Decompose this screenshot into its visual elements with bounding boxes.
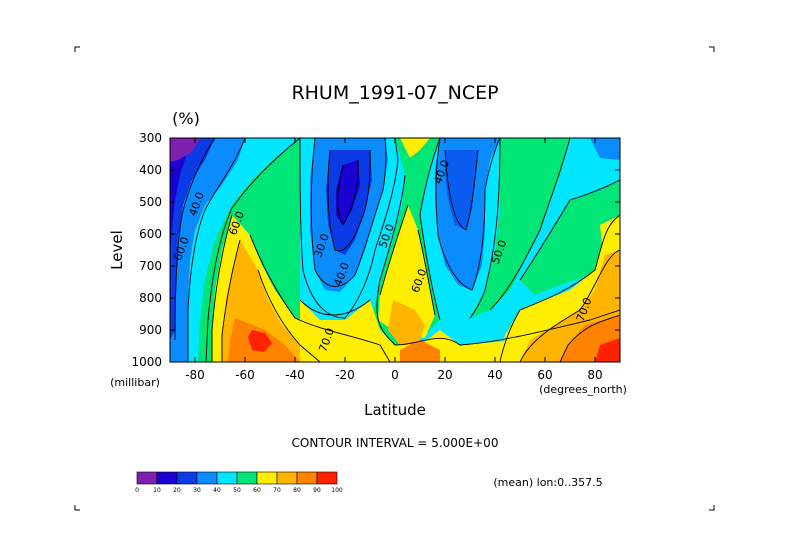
x-tick-label: 80: [587, 368, 602, 382]
colorbar-swatch: [236, 471, 258, 485]
y-axis: 300 400 500 600 700 800 900 1000: [131, 131, 620, 369]
y-tick-label: 1000: [131, 355, 162, 369]
colorbar-tick-label: 30: [193, 487, 201, 494]
y-axis-units: (millibar): [110, 376, 160, 389]
colorbar-swatch: [256, 471, 278, 485]
contour-field: [170, 138, 620, 362]
footnote-mean-lon: (mean) lon:0..357.5: [493, 476, 602, 489]
y-tick-label: 900: [139, 323, 162, 337]
colorbar-swatch: [216, 471, 238, 485]
colorbar-tick-label: 80: [293, 487, 301, 494]
chart-title: RHUM_1991-07_NCEP: [291, 82, 498, 104]
y-tick-label: 800: [139, 291, 162, 305]
y-axis-label: Level: [108, 230, 126, 270]
x-tick-label: -60: [235, 368, 255, 382]
colorbar-tick-label: 0: [135, 487, 139, 494]
x-tick-label: -20: [335, 368, 355, 382]
x-tick-label: 20: [437, 368, 452, 382]
x-axis-units: (degrees_north): [539, 383, 627, 396]
colorbar-swatch: [196, 471, 218, 485]
colorbar-swatch: [316, 471, 338, 485]
units-label: (%): [172, 109, 200, 128]
x-tick-label: 40: [487, 368, 502, 382]
contour-interval: CONTOUR INTERVAL = 5.000E+00: [292, 436, 499, 450]
corner-marks: [74, 46, 715, 511]
x-tick-label: 0: [391, 368, 399, 382]
x-tick-label: -40: [285, 368, 305, 382]
colorbar-swatch: [136, 471, 158, 485]
y-tick-label: 400: [139, 163, 162, 177]
colorbar-swatch: [276, 471, 298, 485]
y-tick-label: 600: [139, 227, 162, 241]
colorbar-tick-label: 40: [213, 487, 221, 494]
colorbar-tick-label: 50: [233, 487, 241, 494]
y-tick-label: 700: [139, 259, 162, 273]
colorbar-tick-label: 60: [253, 487, 261, 494]
x-axis-label: Latitude: [364, 401, 426, 419]
y-tick-label: 500: [139, 195, 162, 209]
colorbar-tick-label: 10: [153, 487, 161, 494]
colorbar-tick-label: 90: [313, 487, 321, 494]
colorbar-tick-label: 20: [173, 487, 181, 494]
y-tick-label: 300: [139, 131, 162, 145]
colorbar-swatch: [296, 471, 318, 485]
x-axis: -80 -60 -40 -20 0 20 40 60 80: [185, 138, 603, 382]
x-tick-label: -80: [185, 368, 205, 382]
colorbar-tick-label: 70: [273, 487, 281, 494]
x-tick-label: 60: [537, 368, 552, 382]
colorbar-swatch: [176, 471, 198, 485]
colorbar-tick-label: 100: [331, 487, 343, 494]
colorbar-swatch: [156, 471, 178, 485]
contour-lines: [174, 138, 620, 362]
colorbar: 0 10 20 30 40 50 60 70 80 90 100: [135, 471, 343, 494]
